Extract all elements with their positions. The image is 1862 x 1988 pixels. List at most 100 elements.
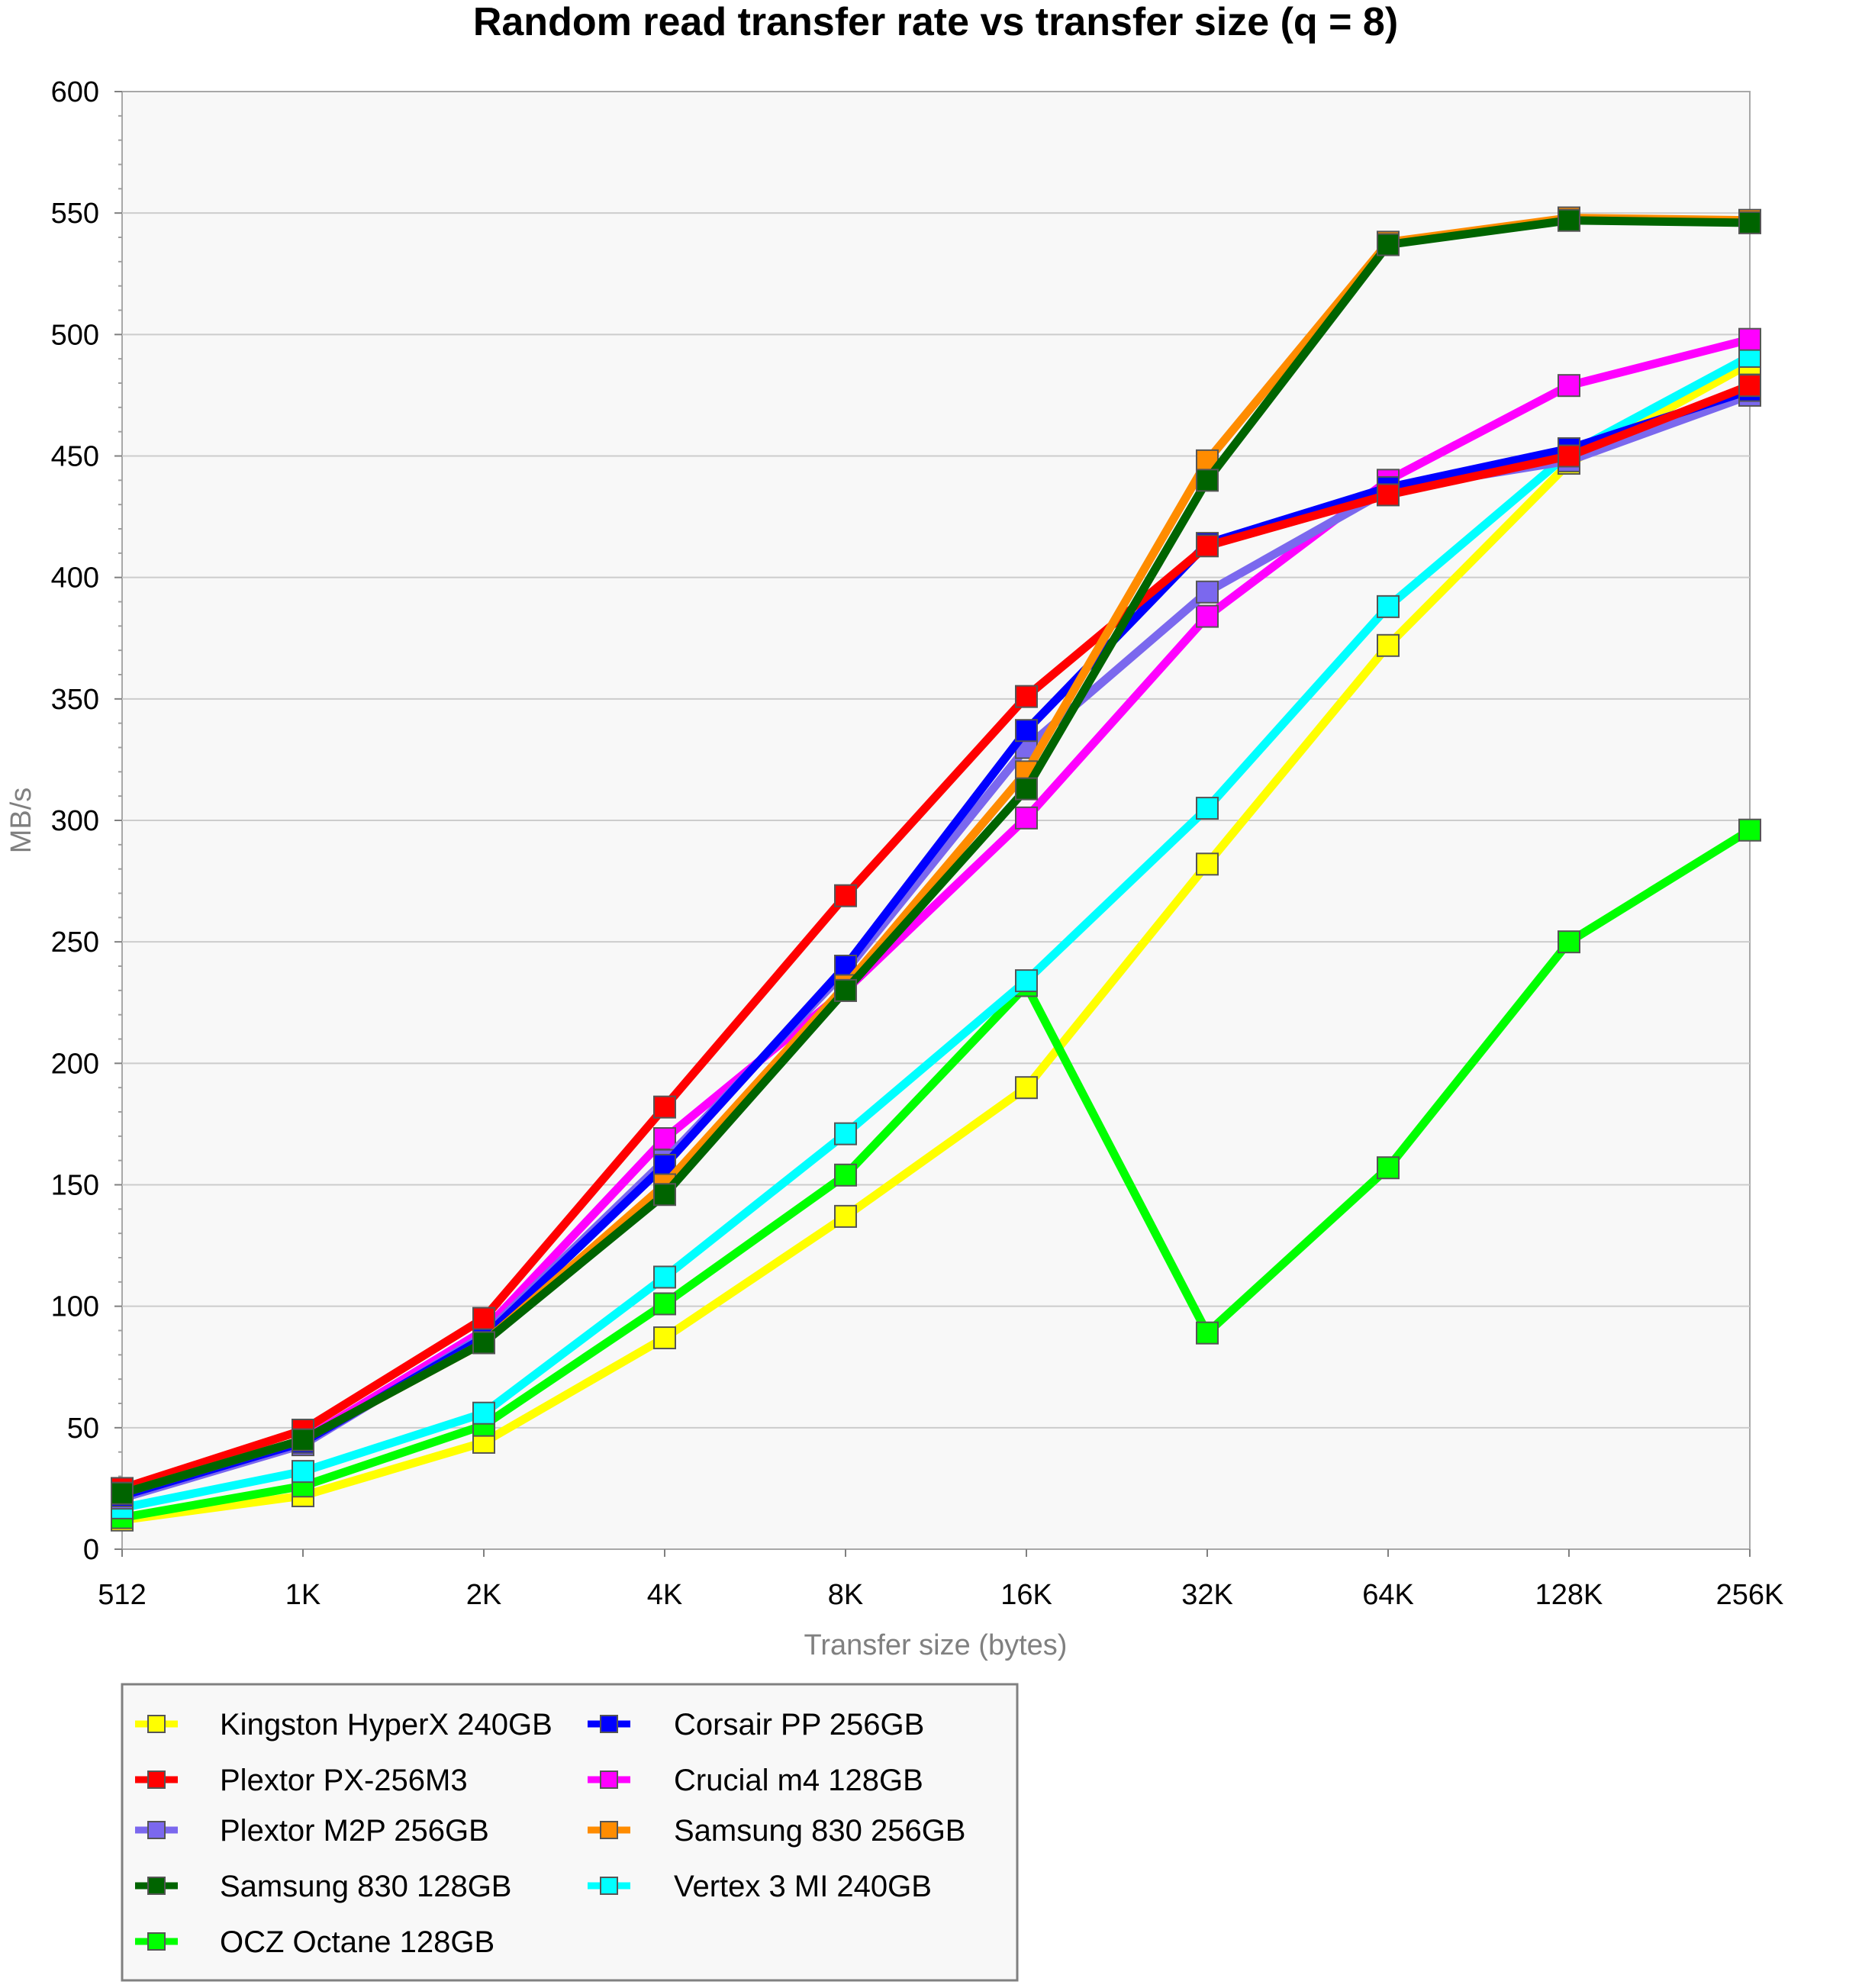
data-point xyxy=(1377,233,1400,256)
y-tick-label: 400 xyxy=(51,562,99,594)
legend-marker xyxy=(600,1821,618,1839)
data-point xyxy=(1738,818,1761,842)
data-point xyxy=(1377,1156,1400,1180)
gridlines xyxy=(122,212,1750,1429)
legend-marker xyxy=(147,1715,166,1733)
legend-marker xyxy=(147,1877,166,1895)
data-point xyxy=(653,1292,676,1316)
data-point xyxy=(1558,444,1580,468)
x-tick-label: 32K xyxy=(1181,1579,1233,1611)
y-tick-label: 150 xyxy=(51,1170,99,1202)
data-point xyxy=(1377,483,1400,507)
y-tick-label: 100 xyxy=(51,1291,99,1323)
data-point xyxy=(1738,374,1761,398)
legend-label: Crucial m4 128GB xyxy=(674,1764,923,1797)
legend-box xyxy=(121,1683,1019,1982)
legend-marker xyxy=(600,1877,618,1895)
chart-title: Random read transfer rate vs transfer si… xyxy=(473,0,1398,44)
y-tick-label: 600 xyxy=(51,76,99,108)
data-point xyxy=(834,884,857,907)
legend-label: Plextor M2P 256GB xyxy=(220,1814,489,1848)
legend-label: Samsung 830 256GB xyxy=(674,1814,965,1848)
legend-marker xyxy=(147,1771,166,1789)
x-tick-label: 1K xyxy=(285,1579,321,1611)
data-point xyxy=(1196,580,1219,604)
legend-item: Crucial m4 128GB xyxy=(588,1764,923,1797)
data-point xyxy=(1196,1321,1219,1345)
data-point xyxy=(1015,719,1038,743)
x-tick-label: 16K xyxy=(1000,1579,1052,1611)
data-point xyxy=(472,1307,495,1330)
data-point xyxy=(1015,1076,1038,1100)
legend-label: OCZ Octane 128GB xyxy=(220,1925,494,1959)
legend-marker xyxy=(600,1715,618,1733)
data-point xyxy=(653,1127,676,1151)
legend-item: Corsair PP 256GB xyxy=(588,1708,924,1742)
series-line xyxy=(118,381,1754,1493)
data-point xyxy=(653,1095,676,1119)
series-line xyxy=(118,359,1754,1525)
data-point xyxy=(1558,374,1580,398)
series-line xyxy=(118,826,1754,1522)
y-tick-label: 550 xyxy=(51,198,99,230)
data-point xyxy=(834,978,857,1002)
y-axis-label: MB/s xyxy=(5,788,37,854)
data-point xyxy=(1558,930,1580,954)
data-point xyxy=(1196,852,1219,876)
series-4 xyxy=(111,818,1761,1529)
data-point xyxy=(1196,469,1219,492)
data-point xyxy=(472,1331,495,1355)
y-tick-label: 450 xyxy=(51,441,99,473)
series-line xyxy=(118,352,1754,1513)
data-point xyxy=(1015,777,1038,801)
x-tick-label: 512 xyxy=(98,1579,146,1611)
y-tick-label: 50 xyxy=(67,1413,99,1445)
data-point xyxy=(834,1122,857,1145)
legend-marker xyxy=(147,1821,166,1839)
y-axis-ticks: 0 50 100 150 200 250 300 350 400 450 500 550 600 xyxy=(51,76,122,1566)
x-tick-label: 64K xyxy=(1362,1579,1414,1611)
data-point xyxy=(292,1428,314,1452)
series-line xyxy=(118,216,1754,1498)
data-point xyxy=(1015,685,1038,708)
data-point xyxy=(1196,534,1219,558)
legend-label: Samsung 830 128GB xyxy=(220,1870,511,1903)
data-point xyxy=(653,1326,676,1350)
data-point xyxy=(1377,633,1400,657)
x-tick-label: 2K xyxy=(466,1579,501,1611)
x-tick-label: 8K xyxy=(828,1579,863,1611)
legend-label: Corsair PP 256GB xyxy=(674,1708,924,1742)
data-point xyxy=(834,1163,857,1187)
data-point xyxy=(1196,604,1219,628)
data-point xyxy=(1558,208,1580,232)
y-tick-label: 350 xyxy=(51,684,99,716)
data-point xyxy=(1738,211,1761,234)
y-tick-label: 250 xyxy=(51,926,99,959)
y-tick-label: 0 xyxy=(83,1534,99,1566)
x-tick-label: 4K xyxy=(647,1579,682,1611)
x-axis-label: Transfer size (bytes) xyxy=(804,1629,1068,1661)
data-point xyxy=(1015,969,1038,993)
legend-item: Samsung 830 128GB xyxy=(135,1870,511,1903)
legend-label: Plextor PX-256M3 xyxy=(220,1764,468,1797)
x-tick-label: 128K xyxy=(1535,1579,1603,1611)
legend: Kingston HyperX 240GB Plextor PX-256M3 Ple… xyxy=(135,1708,965,1959)
legend-item: Samsung 830 256GB xyxy=(588,1814,965,1848)
x-tick-label: 256K xyxy=(1716,1579,1784,1611)
data-point xyxy=(1377,594,1400,618)
data-point xyxy=(653,1183,676,1207)
data-point xyxy=(653,1265,676,1289)
data-point xyxy=(1738,327,1761,351)
y-tick-label: 300 xyxy=(51,805,99,837)
data-point xyxy=(1015,806,1038,830)
series-3 xyxy=(111,208,1761,1505)
data-point xyxy=(111,1481,134,1505)
legend-item: Plextor M2P 256GB xyxy=(135,1814,489,1848)
legend-marker xyxy=(600,1771,618,1789)
data-point xyxy=(1196,797,1219,820)
x-axis-ticks: 512 1K 2K 4K 8K 16K 32K 64K 128K 256K xyxy=(98,1549,1783,1611)
series-lines xyxy=(111,206,1761,1532)
y-tick-label: 500 xyxy=(51,319,99,351)
